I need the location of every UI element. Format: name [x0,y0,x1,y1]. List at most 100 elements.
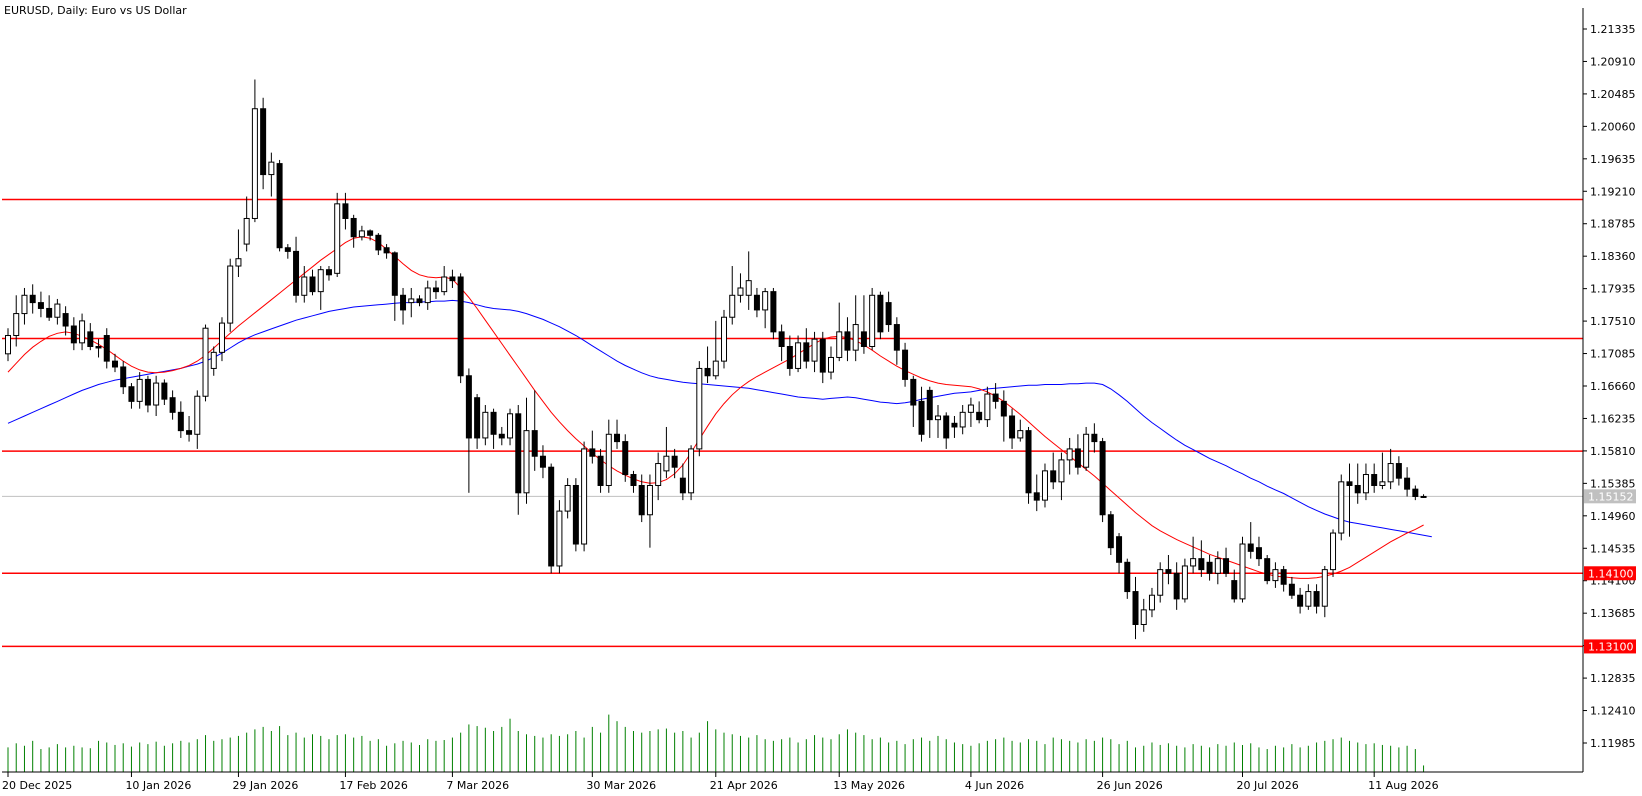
candle [737,273,744,303]
candle [646,474,653,548]
candle [1148,587,1155,618]
candle-body-bull [301,276,308,296]
candle [1173,562,1180,610]
candle-body-bear [87,331,94,347]
candle-body-bear [260,108,267,176]
candle [325,266,332,281]
candle [1206,554,1213,581]
candle-body-bear [803,342,810,362]
candle-body-bear [1198,558,1205,571]
candle [1050,452,1057,490]
price-tick-label: 1.17510 [1590,315,1636,328]
candle [177,401,184,438]
candle-body-bear [416,298,423,304]
candle [1140,598,1147,632]
candle-body-bull [967,404,974,413]
candle-body-bull [334,203,341,274]
candle-body-bull [1083,433,1090,468]
candle-body-bear [539,455,546,468]
candle [1214,551,1221,585]
candle-body-bear [276,163,283,249]
candle-body-bear [325,269,332,276]
candle [515,405,522,515]
candle [1395,456,1402,486]
time-tick-label: 30 Mar 2026 [586,779,656,792]
candle-body-bear [926,389,933,421]
candle-body-bull [836,331,843,358]
candle [605,419,612,493]
candle-body-bull [1157,569,1164,596]
candle-body-bear [902,349,909,380]
time-tick-label: 13 May 2026 [833,779,905,792]
candle-body-bear [704,367,711,377]
candle-body-bull [581,448,588,545]
candle [548,463,555,574]
candle [951,415,958,438]
candle-body-bull [1305,591,1312,607]
candle [13,295,20,347]
candle [1083,426,1090,471]
candle [811,331,818,373]
candle [210,346,217,376]
candle-body-bull [663,455,670,472]
candle [87,323,94,351]
candle-body-bear [342,203,349,219]
time-tick-label: 20 Jul 2026 [1237,779,1299,792]
candle-body-bear [548,466,555,567]
price-tick-label: 1.14535 [1590,542,1636,555]
candle [62,306,69,336]
candle-body-bear [144,378,151,406]
candle [169,390,176,420]
candle-body-bear [1371,474,1378,486]
candle-body-bear [778,331,785,347]
candle-body-bull [811,338,818,362]
candle [1362,463,1369,501]
candle-body-bear [679,477,686,494]
candle-body-bull [523,430,530,494]
candle [227,258,234,332]
candle-body-bear [457,276,464,377]
time-axis[interactable]: 20 Dec 2025 10 Jan 2026 29 Jan 2026 17 Feb … [2,772,1439,792]
price-tick-label: 1.12410 [1590,705,1636,718]
candle [218,317,225,362]
candle-body-bull [227,265,234,324]
candle-body-bear [490,411,497,435]
candle [1387,448,1394,490]
candle-body-bear [1288,583,1295,596]
candle [432,280,439,299]
price-axis[interactable]: 1.21335 1.20910 1.20485 1.20060 1.19635 1.192… [1583,23,1636,750]
level-price-badge-bg [1584,566,1636,581]
candle [729,266,736,325]
candle [1255,536,1262,566]
price-tick-label: 1.15385 [1590,477,1636,490]
candle [926,386,933,438]
candle [1272,562,1279,588]
price-tick-label: 1.11985 [1590,737,1636,750]
candle-body-bull [605,433,612,486]
candle-body-bull [1338,481,1345,534]
candle-body-bull [1272,569,1279,582]
candle [54,298,61,325]
candle [79,313,86,351]
candle [144,375,151,413]
candle [959,405,966,435]
candle-body-bear [1346,481,1353,486]
candle [860,295,867,354]
candle [186,415,193,442]
candle [910,375,917,427]
candle [400,287,407,325]
candle-body-bear [350,217,357,238]
candle [836,302,843,362]
candle-body-bull [13,313,20,337]
candle-body-bull [358,230,365,238]
candle-body-bull [712,360,719,377]
candle [1198,540,1205,577]
candle-body-bull [934,415,941,421]
candle-body-bull [737,287,744,296]
candle-body-bull [1321,569,1328,607]
candle-body-bull [1017,430,1024,439]
time-tick-label: 11 Aug 2026 [1368,779,1438,792]
candle [457,273,464,384]
candle-body-bear [1395,463,1402,479]
